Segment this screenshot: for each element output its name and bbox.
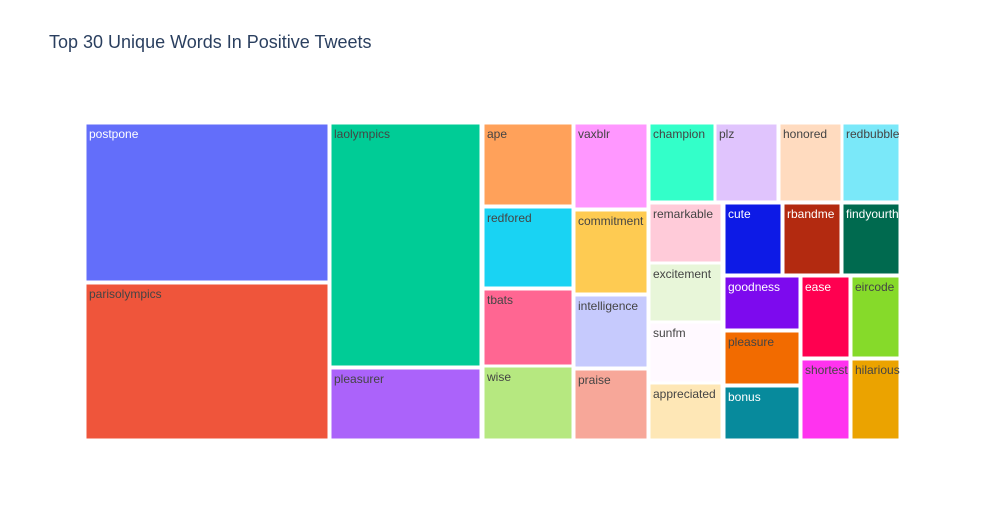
- tile-rect[interactable]: [85, 283, 329, 440]
- tile-label: findyourthing: [846, 207, 915, 221]
- tile-honored[interactable]: honored: [779, 123, 842, 202]
- tile-rect[interactable]: [715, 123, 778, 202]
- tile-label: remarkable: [653, 207, 713, 221]
- tile-excitement[interactable]: excitement: [649, 263, 722, 322]
- tile-cute[interactable]: cute: [724, 203, 782, 275]
- tile-commitment[interactable]: commitment: [574, 210, 648, 294]
- tile-rect[interactable]: [574, 369, 648, 440]
- tile-hilarious[interactable]: hilarious: [851, 359, 900, 440]
- tile-rect[interactable]: [483, 366, 573, 440]
- tile-pleasurer[interactable]: pleasurer: [330, 368, 481, 440]
- tile-rect[interactable]: [724, 331, 800, 385]
- tile-intelligence[interactable]: intelligence: [574, 295, 648, 368]
- tile-rect[interactable]: [574, 123, 648, 209]
- tile-label: shortest: [805, 363, 848, 377]
- tile-rect[interactable]: [330, 368, 481, 440]
- tile-praise[interactable]: praise: [574, 369, 648, 440]
- tile-label: commitment: [578, 214, 644, 228]
- tile-label: hilarious: [855, 363, 900, 377]
- tile-remarkable[interactable]: remarkable: [649, 203, 722, 263]
- tile-rect[interactable]: [649, 322, 722, 383]
- tile-ease[interactable]: ease: [801, 276, 850, 358]
- tile-rect[interactable]: [483, 207, 573, 288]
- tile-label: appreciated: [653, 387, 716, 401]
- tile-ape[interactable]: ape: [483, 123, 573, 206]
- tile-findyourthing[interactable]: findyourthing: [842, 203, 915, 275]
- tile-champion[interactable]: champion: [649, 123, 715, 202]
- tile-postpone[interactable]: postpone: [85, 123, 329, 282]
- tile-label: postpone: [89, 127, 139, 141]
- tile-rect[interactable]: [574, 210, 648, 294]
- tile-label: laolympics: [334, 127, 390, 141]
- tile-label: excitement: [653, 267, 712, 281]
- tile-rect[interactable]: [779, 123, 842, 202]
- tile-label: bonus: [728, 390, 761, 404]
- tile-label: honored: [783, 127, 827, 141]
- tile-rect[interactable]: [801, 359, 850, 440]
- tile-rect[interactable]: [85, 123, 329, 282]
- tile-label: intelligence: [578, 299, 638, 313]
- tile-rect[interactable]: [330, 123, 481, 367]
- tile-rect[interactable]: [724, 203, 782, 275]
- tile-rbandme[interactable]: rbandme: [783, 203, 841, 275]
- tile-rect[interactable]: [483, 289, 573, 366]
- tile-tbats[interactable]: tbats: [483, 289, 573, 366]
- tile-label: eircode: [855, 280, 895, 294]
- tile-plz[interactable]: plz: [715, 123, 778, 202]
- tile-label: redbubble: [846, 127, 900, 141]
- tile-shortest[interactable]: shortest: [801, 359, 850, 440]
- tile-label: redfored: [487, 211, 532, 225]
- tile-rect[interactable]: [483, 123, 573, 206]
- tile-rect[interactable]: [801, 276, 850, 358]
- tile-wise[interactable]: wise: [483, 366, 573, 440]
- tile-parisolympics[interactable]: parisolympics: [85, 283, 329, 440]
- tile-label: ape: [487, 127, 507, 141]
- tile-rect[interactable]: [724, 276, 800, 330]
- tile-label: vaxblr: [578, 127, 610, 141]
- tile-label: cute: [728, 207, 751, 221]
- tile-label: rbandme: [787, 207, 835, 221]
- tile-rect[interactable]: [649, 383, 722, 440]
- tile-label: champion: [653, 127, 705, 141]
- tile-label: tbats: [487, 293, 513, 307]
- tile-label: parisolympics: [89, 287, 162, 301]
- tile-rect[interactable]: [649, 263, 722, 322]
- tile-rect[interactable]: [842, 123, 900, 202]
- chart-title: Top 30 Unique Words In Positive Tweets: [49, 32, 372, 52]
- tile-bonus[interactable]: bonus: [724, 386, 800, 440]
- tile-rect[interactable]: [851, 359, 900, 440]
- tile-redbubble[interactable]: redbubble: [842, 123, 900, 202]
- tile-rect[interactable]: [724, 386, 800, 440]
- tile-goodness[interactable]: goodness: [724, 276, 800, 330]
- tile-eircode[interactable]: eircode: [851, 276, 900, 358]
- tile-label: plz: [719, 127, 734, 141]
- tile-rect[interactable]: [574, 295, 648, 368]
- tile-label: goodness: [728, 280, 780, 294]
- tile-rect[interactable]: [851, 276, 900, 358]
- tile-label: wise: [486, 370, 511, 384]
- tile-vaxblr[interactable]: vaxblr: [574, 123, 648, 209]
- tile-redfored[interactable]: redfored: [483, 207, 573, 288]
- tile-laolympics[interactable]: laolympics: [330, 123, 481, 367]
- tile-rect[interactable]: [649, 123, 715, 202]
- tile-rect[interactable]: [649, 203, 722, 263]
- tile-pleasure[interactable]: pleasure: [724, 331, 800, 385]
- tile-label: pleasurer: [334, 372, 384, 386]
- tile-sunfm[interactable]: sunfm: [649, 322, 722, 383]
- tile-appreciated[interactable]: appreciated: [649, 383, 722, 440]
- tile-label: pleasure: [728, 335, 774, 349]
- tile-rect[interactable]: [842, 203, 900, 275]
- tile-label: praise: [578, 373, 611, 387]
- tile-label: sunfm: [653, 326, 686, 340]
- tile-rect[interactable]: [783, 203, 841, 275]
- tile-label: ease: [805, 280, 831, 294]
